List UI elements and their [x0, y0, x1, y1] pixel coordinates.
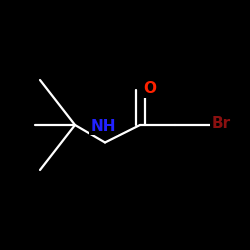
Text: Br: Br — [212, 116, 231, 131]
Text: O: O — [143, 81, 156, 96]
Text: NH: NH — [91, 119, 116, 134]
